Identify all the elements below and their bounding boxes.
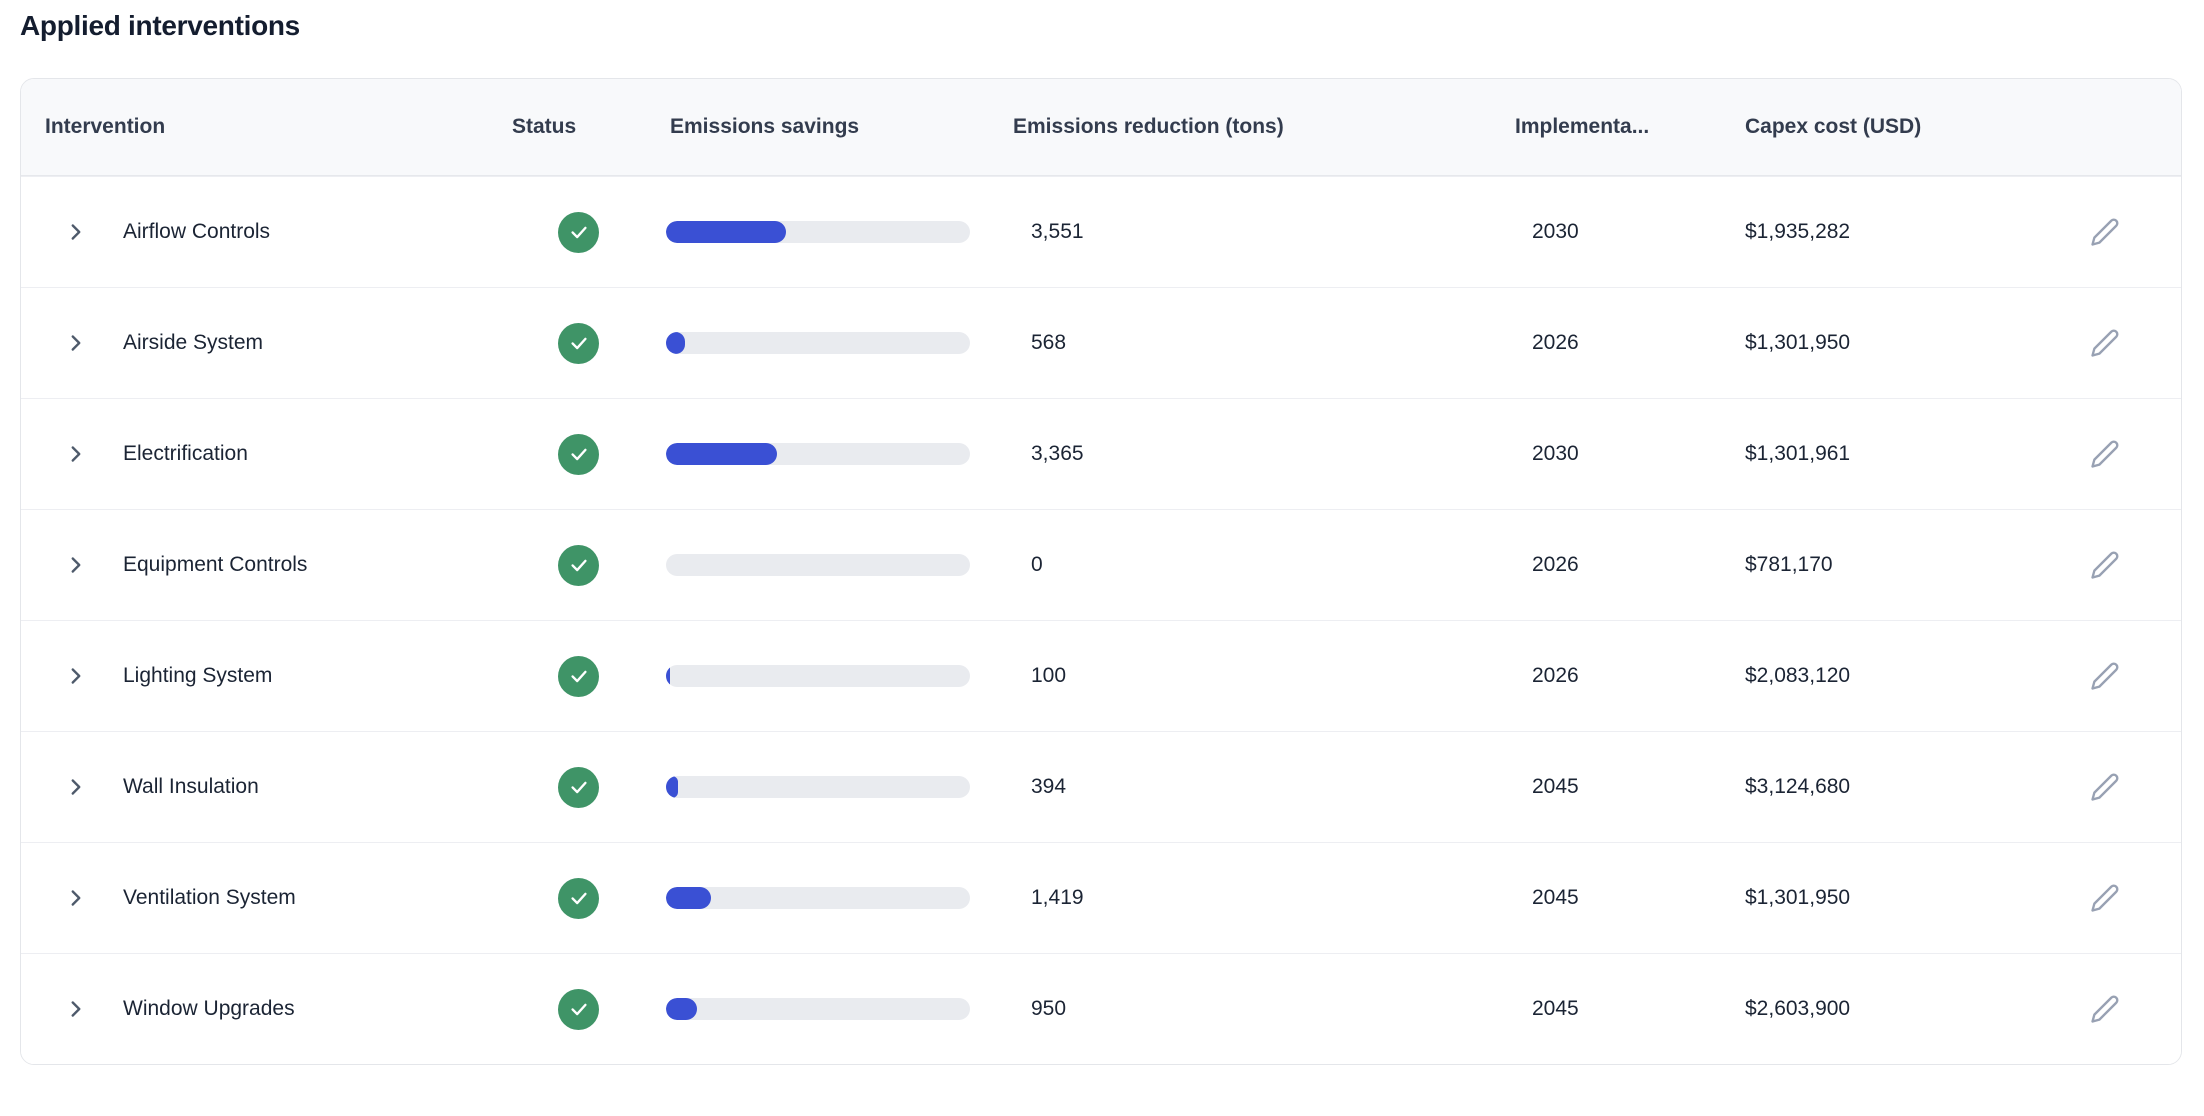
implementation-year-value: 2045 [1532, 997, 1579, 1020]
pencil-icon[interactable] [2089, 660, 2121, 692]
pencil-icon[interactable] [2089, 549, 2121, 581]
implementation-year-value: 2026 [1532, 664, 1579, 687]
check-circle-icon [558, 877, 599, 919]
table-row: Equipment Controls 0 2026 $781,170 [21, 509, 2181, 620]
chevron-right-icon[interactable] [63, 219, 89, 245]
emissions-reduction-value: 3,551 [1031, 220, 1084, 243]
implementation-year-value: 2045 [1532, 775, 1579, 798]
capex-cost-value: $2,603,900 [1745, 997, 1851, 1020]
table-row: Airflow Controls 3,551 2030 $1,935,282 [21, 176, 2181, 287]
emissions-savings-bar [666, 443, 970, 465]
check-circle-icon [558, 544, 599, 586]
capex-cost-value: $3,124,680 [1745, 775, 1851, 798]
intervention-name: Airside System [123, 331, 264, 354]
table-row: Ventilation System 1,419 2045 $1,301,950 [21, 842, 2181, 953]
emissions-savings-bar-fill [666, 665, 670, 687]
pencil-icon[interactable] [2089, 216, 2121, 248]
emissions-savings-bar-fill [666, 776, 679, 798]
emissions-savings-bar-fill [666, 998, 697, 1020]
capex-cost-value: $1,935,282 [1745, 220, 1851, 243]
chevron-right-icon[interactable] [63, 441, 89, 467]
intervention-name: Equipment Controls [123, 553, 308, 576]
capex-cost-value: $2,083,120 [1745, 664, 1851, 687]
capex-cost-value: $1,301,961 [1745, 442, 1851, 465]
pencil-icon[interactable] [2089, 438, 2121, 470]
emissions-reduction-value: 100 [1031, 664, 1067, 687]
column-header-implementation-year: Implementa... [1515, 115, 1650, 138]
pencil-icon[interactable] [2089, 327, 2121, 359]
emissions-reduction-value: 1,419 [1031, 886, 1084, 909]
implementation-year-value: 2045 [1532, 886, 1579, 909]
chevron-right-icon[interactable] [63, 774, 89, 800]
column-header-emissions-reduction: Emissions reduction (tons) [1013, 115, 1284, 138]
check-circle-icon [558, 766, 599, 808]
chevron-right-icon[interactable] [63, 885, 89, 911]
intervention-name: Airflow Controls [123, 220, 271, 243]
column-header-status: Status [512, 115, 577, 138]
check-circle-icon [558, 655, 599, 697]
check-circle-icon [558, 211, 599, 253]
emissions-savings-bar [666, 554, 970, 576]
emissions-savings-bar-fill [666, 443, 778, 465]
intervention-name: Ventilation System [123, 886, 296, 909]
table-header-row: Intervention Status Emissions savings Em… [21, 79, 2181, 176]
table-row: Window Upgrades 950 2045 $2,603,900 [21, 953, 2181, 1064]
chevron-right-icon[interactable] [63, 330, 89, 356]
capex-cost-value: $1,301,950 [1745, 886, 1851, 909]
emissions-savings-bar-fill [666, 332, 686, 354]
column-header-intervention: Intervention [45, 115, 166, 138]
emissions-savings-bar [666, 998, 970, 1020]
emissions-savings-bar [666, 776, 970, 798]
emissions-reduction-value: 568 [1031, 331, 1067, 354]
emissions-reduction-value: 0 [1031, 553, 1043, 576]
intervention-name: Electrification [123, 442, 248, 465]
chevron-right-icon[interactable] [63, 552, 89, 578]
table-row: Electrification 3,365 2030 $1,301,961 [21, 398, 2181, 509]
capex-cost-value: $1,301,950 [1745, 331, 1851, 354]
intervention-name: Wall Insulation [123, 775, 259, 798]
check-circle-icon [558, 322, 599, 364]
emissions-savings-bar [666, 887, 970, 909]
page-title: Applied interventions [20, 10, 300, 41]
table-row: Airside System 568 2026 $1,301,950 [21, 287, 2181, 398]
implementation-year-value: 2030 [1532, 442, 1579, 465]
emissions-reduction-value: 394 [1031, 775, 1067, 798]
check-circle-icon [558, 433, 599, 475]
column-header-capex-cost: Capex cost (USD) [1745, 115, 1922, 138]
emissions-savings-bar-fill [666, 221, 787, 243]
table-row: Wall Insulation 394 2045 $3,124,680 [21, 731, 2181, 842]
pencil-icon[interactable] [2089, 882, 2121, 914]
emissions-savings-bar-fill [666, 887, 711, 909]
implementation-year-value: 2026 [1532, 553, 1579, 576]
intervention-name: Window Upgrades [123, 997, 295, 1020]
table-row: Lighting System 100 2026 $2,083,120 [21, 620, 2181, 731]
pencil-icon[interactable] [2089, 771, 2121, 803]
page: Applied interventions Intervention Statu… [20, 10, 2182, 1065]
emissions-savings-bar [666, 221, 970, 243]
check-circle-icon [558, 988, 599, 1030]
emissions-reduction-value: 950 [1031, 997, 1067, 1020]
chevron-right-icon[interactable] [63, 663, 89, 689]
interventions-table: Intervention Status Emissions savings Em… [20, 78, 2182, 1065]
intervention-name: Lighting System [123, 664, 273, 687]
column-header-emissions-savings: Emissions savings [670, 115, 860, 138]
emissions-savings-bar [666, 332, 970, 354]
implementation-year-value: 2026 [1532, 331, 1579, 354]
pencil-icon[interactable] [2089, 993, 2121, 1025]
capex-cost-value: $781,170 [1745, 553, 1833, 576]
implementation-year-value: 2030 [1532, 220, 1579, 243]
emissions-reduction-value: 3,365 [1031, 442, 1084, 465]
emissions-savings-bar [666, 665, 970, 687]
chevron-right-icon[interactable] [63, 996, 89, 1022]
